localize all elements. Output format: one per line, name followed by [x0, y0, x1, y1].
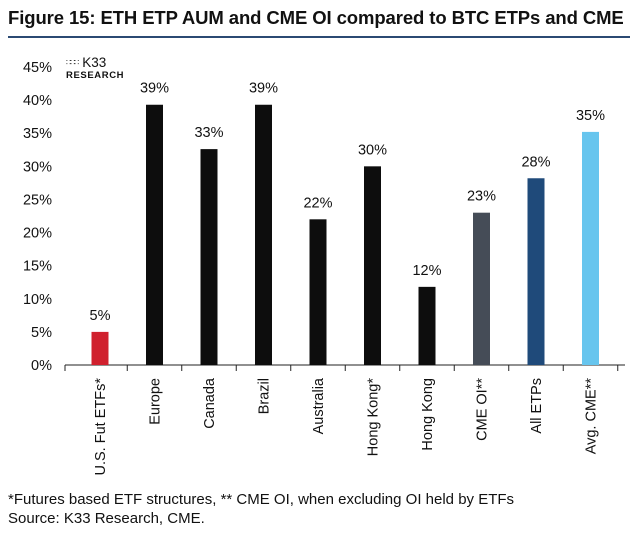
data-label: 28%: [521, 154, 550, 170]
y-tick-label: 5%: [31, 325, 52, 341]
category-label: Hong Kong: [420, 378, 436, 451]
category-label: All ETPs: [529, 378, 545, 434]
data-label: 30%: [358, 142, 387, 158]
data-label: 33%: [194, 125, 223, 141]
data-label: 39%: [140, 81, 169, 97]
category-label: Hong Kong*: [366, 378, 382, 457]
bar: [146, 104, 163, 365]
bar: [582, 131, 599, 365]
y-tick-label: 0%: [31, 358, 52, 374]
bar: [91, 331, 109, 365]
category-label: Europe: [148, 378, 164, 425]
data-label: 5%: [90, 308, 111, 324]
y-tick-label: 35%: [23, 126, 52, 142]
data-label: 23%: [467, 189, 496, 205]
bar: [200, 149, 218, 365]
footnote-line: *Futures based ETF structures, ** CME OI…: [8, 491, 515, 508]
bar: [255, 104, 272, 365]
y-tick-label: 25%: [23, 192, 52, 208]
dotted-grid-logo-icon: ∷∷∷: [66, 58, 79, 67]
data-label: 22%: [303, 195, 332, 211]
category-label: Brazil: [257, 378, 273, 414]
bar-chart: 0% 5% 10% 15% 20% 25% 30% 35% 40% 45% 5% U.S. Fut E…: [23, 60, 625, 476]
category-label: Australia: [311, 377, 327, 434]
data-label: 35%: [576, 108, 605, 124]
chart-title: Figure 15: ETH ETP AUM and CME OI compar…: [8, 7, 624, 28]
k33-research-logo: ∷∷∷ K33 RESEARCH: [66, 55, 125, 82]
category-label: U.S. Fut ETFs*: [93, 378, 109, 476]
category-label: Canada: [202, 377, 218, 429]
y-tick-label: 10%: [23, 292, 52, 308]
source-line: Source: K33 Research, CME.: [8, 510, 205, 527]
category-label: CME OI**: [475, 378, 491, 441]
footnotes: *Futures based ETF structures, ** CME OI…: [8, 490, 514, 528]
logo-name: K33: [82, 55, 107, 70]
category-label: Avg. CME**: [584, 378, 600, 455]
bar: [527, 178, 545, 365]
data-label: 39%: [249, 81, 278, 97]
bar: [309, 219, 327, 365]
data-label: 12%: [412, 263, 441, 279]
bar: [418, 286, 436, 365]
y-tick-label: 15%: [23, 259, 52, 275]
title-divider: [8, 36, 630, 38]
bar: [473, 212, 490, 365]
y-tick-label: 20%: [23, 226, 52, 242]
y-tick-label: 30%: [23, 159, 52, 175]
y-tick-label: 40%: [23, 93, 52, 109]
logo-subtitle: RESEARCH: [66, 70, 125, 81]
bar: [364, 166, 381, 365]
y-tick-label: 45%: [23, 60, 52, 76]
